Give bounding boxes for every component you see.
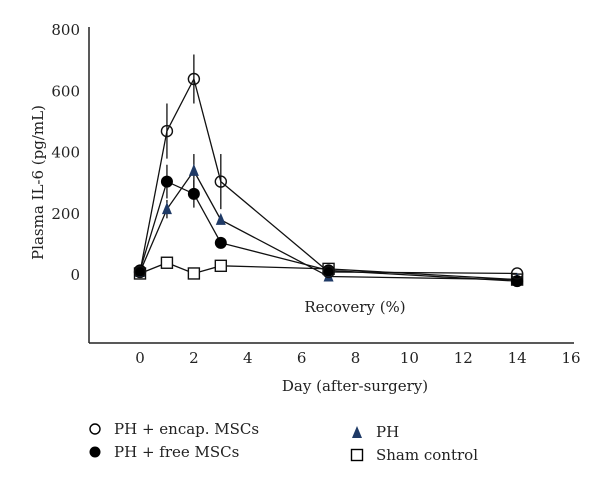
legend-label: Sham control: [376, 446, 478, 464]
legend-label: PH + free MSCs: [114, 443, 240, 461]
data-point-encap-mscs: [133, 265, 147, 279]
data-point-encap-mscs: [187, 72, 201, 86]
data-point-encap-mscs: [322, 265, 335, 279]
x-tick-label: 4: [243, 349, 253, 367]
legend-item-sham-control: Sham control: [350, 446, 478, 464]
data-point-encap-mscs: [160, 124, 174, 138]
data-point-sham-control: [214, 259, 228, 273]
legend-item-free-mscs: PH + free MSCs: [88, 443, 239, 461]
y-tick-label: 800: [51, 21, 80, 39]
data-point-free-mscs: [214, 236, 227, 249]
y-tick-label: 400: [51, 144, 80, 162]
open-circle-marker-icon: [89, 423, 101, 435]
data-point-encap-mscs: [510, 267, 524, 280]
triangle-marker-icon: [352, 426, 362, 438]
recovery-annotation: Recovery (%): [304, 298, 405, 316]
series-line-2: [139, 169, 518, 281]
data-point-encap-mscs: [214, 175, 228, 188]
x-tick-labels: 0 2 4 6 8 10 12 14 16: [135, 349, 580, 367]
legend-item-encap-mscs: PH + encap. MSCs: [88, 420, 259, 438]
series-line-1: [139, 180, 518, 282]
series-layer: [133, 54, 524, 288]
open-square-marker-icon: [350, 448, 364, 462]
x-tick-label: 12: [454, 349, 473, 367]
data-point-free-mscs: [187, 187, 200, 200]
x-tick-label: 10: [400, 349, 419, 367]
y-tick-label: 0: [70, 266, 80, 284]
x-tick-label: 16: [561, 349, 580, 367]
x-axis-title: Day (after-surgery): [282, 377, 428, 395]
y-tick-labels: 0 200 400 600 800: [51, 21, 80, 284]
legend-label: PH + encap. MSCs: [114, 420, 260, 438]
data-point-sham-control: [187, 267, 201, 280]
data-point-free-mscs: [160, 175, 173, 188]
data-point-ph: [161, 202, 172, 215]
data-point-sham-control: [160, 256, 174, 269]
y-tick-label: 200: [51, 205, 80, 223]
legend-label: PH: [376, 423, 400, 441]
x-tick-label: 2: [189, 349, 199, 367]
x-tick-label: 8: [351, 349, 361, 367]
data-point-ph: [215, 212, 226, 225]
filled-circle-marker-icon: [89, 446, 101, 458]
x-tick-label: 6: [297, 349, 307, 367]
axes: [88, 27, 574, 344]
x-tick-label: 0: [135, 349, 145, 367]
x-tick-label: 14: [508, 349, 527, 367]
data-point-ph: [188, 163, 199, 176]
y-tick-label: 600: [51, 82, 80, 100]
y-axis-title: Plasma IL-6 (pg/mL): [29, 105, 47, 260]
legend-item-ph: PH: [350, 423, 399, 441]
